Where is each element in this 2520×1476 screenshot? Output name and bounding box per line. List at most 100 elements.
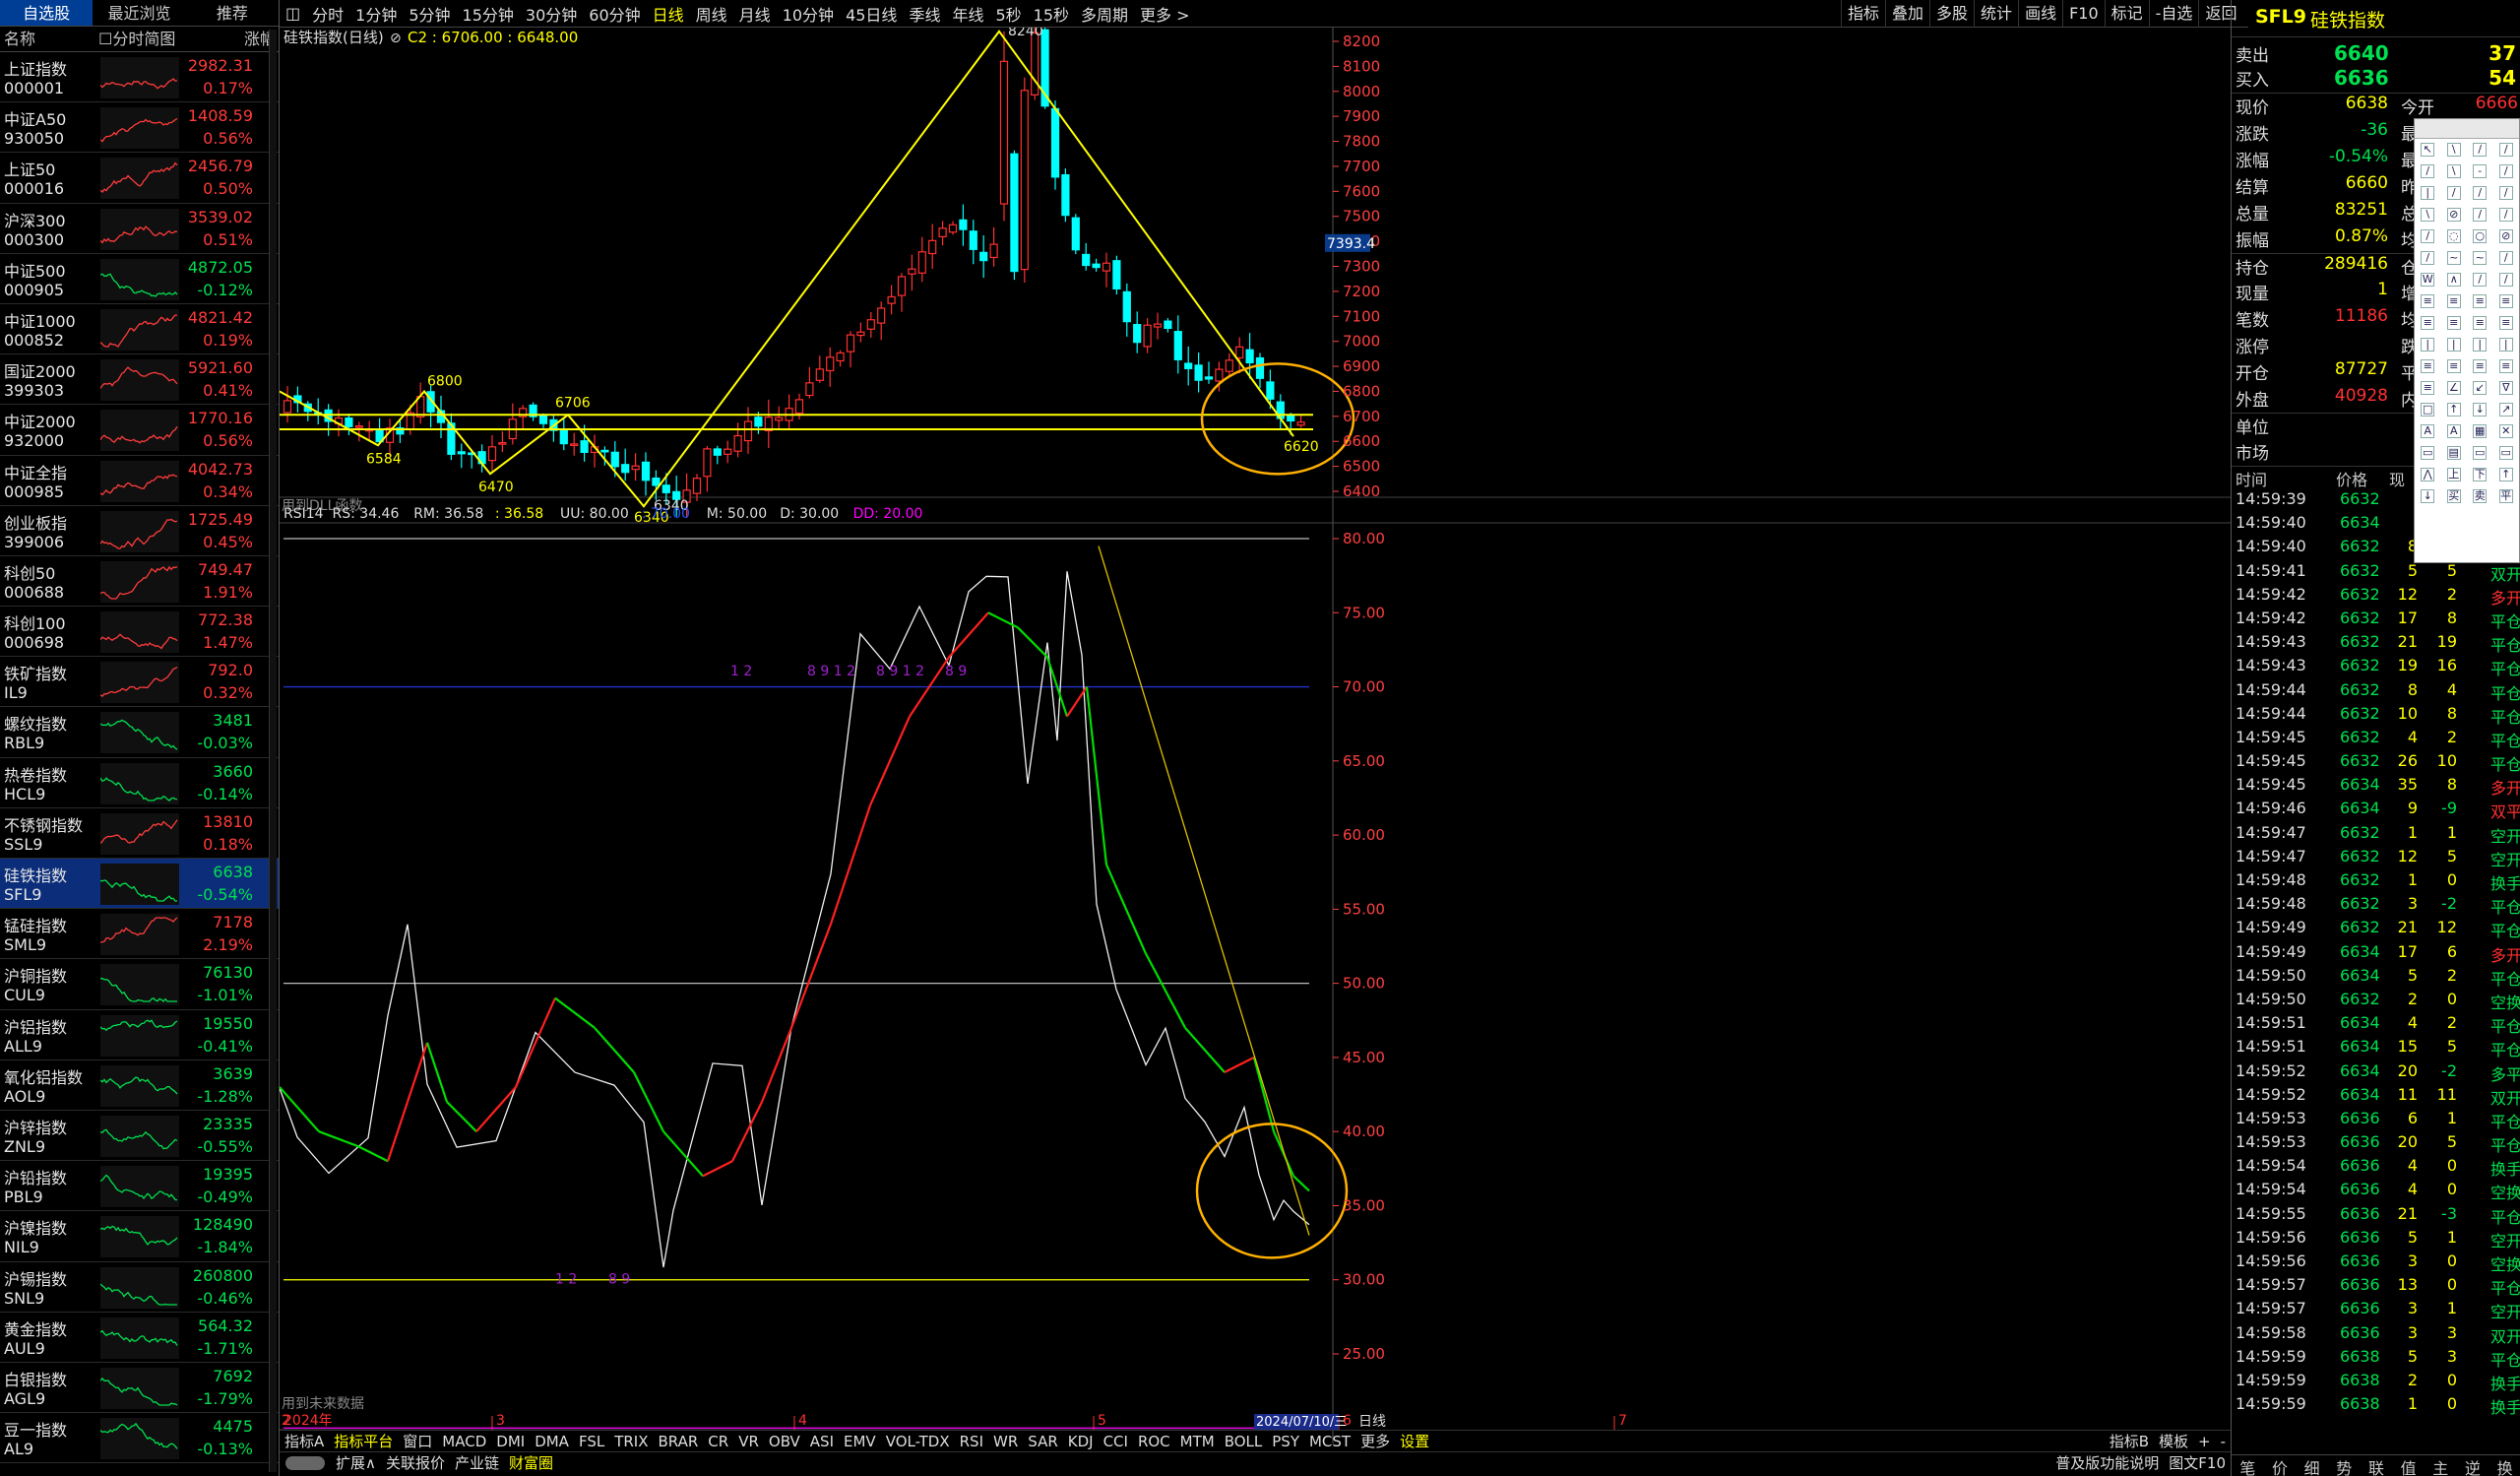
indicator-tab-24[interactable]: MCST	[1308, 1432, 1352, 1450]
watchlist-row[interactable]: 豆一指数 AL9 4475 -0.13%	[0, 1413, 279, 1464]
indicator-tab-22[interactable]: BOLL	[1224, 1432, 1263, 1450]
draw-tool-icon[interactable]: ⋀	[2421, 468, 2435, 481]
layout-icon[interactable]: ◫	[285, 4, 301, 23]
draw-tool-icon[interactable]: ≡	[2473, 294, 2488, 308]
checkbox-icon[interactable]: ☐	[98, 30, 113, 48]
draw-tool-icon[interactable]: /	[2421, 251, 2435, 265]
watchlist-row[interactable]: 螺纹指数 RBL9 3481 -0.03%	[0, 707, 279, 758]
tool-5[interactable]: F10	[2062, 0, 2105, 28]
draw-tool-icon[interactable]: /	[2421, 229, 2435, 243]
draw-tool-icon[interactable]: ≡	[2446, 316, 2461, 330]
toggle-switch[interactable]	[285, 1455, 325, 1470]
period-4[interactable]: 30分钟	[525, 5, 578, 25]
watchlist-row[interactable]: 中证500 000905 4872.05 -0.12%	[0, 254, 279, 304]
sell-price[interactable]: 6640	[2334, 41, 2389, 65]
period-14[interactable]: 15秒	[1033, 5, 1070, 25]
tab-favorites[interactable]: 自选股	[0, 0, 94, 26]
indicator-tab-26[interactable]: 设置	[1400, 1433, 1430, 1450]
indicator-tab-21[interactable]: MTM	[1179, 1432, 1215, 1450]
draw-tool-icon[interactable]: ✕	[2498, 424, 2513, 438]
quote-tab-4[interactable]: 联	[2367, 1459, 2384, 1476]
watchlist-scrollbar[interactable]	[269, 30, 277, 1472]
period-11[interactable]: 季线	[909, 5, 941, 25]
indicator-tab-19[interactable]: CCI	[1102, 1432, 1128, 1450]
indicator-tab-14[interactable]: VOL-TDX	[885, 1432, 950, 1450]
draw-tool-icon[interactable]: A	[2421, 424, 2435, 438]
bottom-right2-1[interactable]: 图文F10	[2169, 1454, 2226, 1472]
watchlist-row[interactable]: 铁矿指数 IL9 792.0 0.32%	[0, 657, 279, 708]
quote-tab-8[interactable]: 换	[2496, 1459, 2513, 1476]
period-9[interactable]: 10分钟	[782, 5, 835, 25]
draw-tool-icon[interactable]: ~	[2446, 251, 2461, 265]
draw-tool-icon[interactable]: 平	[2498, 489, 2513, 503]
indicator-tab-6[interactable]: FSL	[578, 1432, 605, 1450]
draw-tool-icon[interactable]: ∧	[2446, 273, 2461, 287]
draw-tool-icon[interactable]: ↑	[2498, 468, 2513, 481]
watchlist-row[interactable]: 中证1000 000852 4821.42 0.19%	[0, 304, 279, 355]
indicator-tab-1[interactable]: 指标平台	[334, 1433, 394, 1450]
draw-tool-icon[interactable]: ≡	[2498, 359, 2513, 373]
draw-tool-icon[interactable]: ≡	[2498, 316, 2513, 330]
quote-tab-3[interactable]: 势	[2336, 1459, 2353, 1476]
tab-recommend[interactable]: 推荐	[216, 4, 248, 23]
watchlist-row[interactable]: 沪铜指数 CUL9 76130 -1.01%	[0, 959, 279, 1010]
indicator-tab-7[interactable]: TRIX	[614, 1432, 649, 1450]
period-2[interactable]: 5分钟	[409, 5, 451, 25]
draw-tool-icon[interactable]: /	[2498, 164, 2513, 178]
period-15[interactable]: 多周期	[1081, 5, 1129, 25]
draw-tool-icon[interactable]: /	[2473, 208, 2488, 222]
quote-tab-5[interactable]: 值	[2400, 1459, 2417, 1476]
col-name[interactable]: 名称	[4, 30, 36, 48]
draw-tool-icon[interactable]: ≡	[2421, 316, 2435, 330]
draw-tool-icon[interactable]: ≡	[2473, 316, 2488, 330]
quote-tab-0[interactable]: 笔	[2239, 1459, 2256, 1476]
draw-tool-icon[interactable]: ↗	[2498, 403, 2513, 417]
period-8[interactable]: 月线	[738, 5, 771, 25]
indicator-tab-16[interactable]: WR	[993, 1432, 1019, 1450]
watchlist-row[interactable]: 中证2000 932000 1770.16 0.56%	[0, 405, 279, 456]
indicator-tab-12[interactable]: ASI	[809, 1432, 835, 1450]
draw-tool-icon[interactable]: ≡	[2446, 294, 2461, 308]
draw-tool-icon[interactable]: 上	[2446, 468, 2461, 481]
watchlist-row[interactable]: 上证指数 000001 2982.31 0.17%	[0, 52, 279, 103]
draw-tool-icon[interactable]: /	[2473, 186, 2488, 200]
draw-tool-icon[interactable]: ↓	[2421, 489, 2435, 503]
draw-tool-icon[interactable]: W	[2421, 273, 2435, 287]
watchlist-row[interactable]: 沪铅指数 PBL9 19395 -0.49%	[0, 1161, 279, 1212]
watchlist-row[interactable]: 国证2000 399303 5921.60 0.41%	[0, 354, 279, 406]
draw-tool-icon[interactable]: ≡	[2498, 294, 2513, 308]
watchlist-row[interactable]: 硅铁指数 SFL9 6638 -0.54%	[0, 859, 279, 910]
tool-2[interactable]: 多股	[1929, 0, 1974, 28]
watchlist-row[interactable]: 创业板指 399006 1725.49 0.45%	[0, 506, 279, 556]
draw-tool-icon[interactable]: 买	[2446, 489, 2461, 503]
kline-chart[interactable]: 硅铁指数(日线) ⊘ C2 : 6706.00 : 6648.00 8200 8100 8…	[280, 28, 2231, 1444]
draw-tool-icon[interactable]: /	[2498, 186, 2513, 200]
draw-tool-icon[interactable]: ≡	[2473, 359, 2488, 373]
watchlist-row[interactable]: 中证全指 000985 4042.73 0.34%	[0, 456, 279, 506]
draw-tool-icon[interactable]: ⊘	[2446, 208, 2461, 222]
draw-tool-icon[interactable]: \	[2446, 143, 2461, 157]
period-12[interactable]: 年线	[952, 5, 984, 25]
col-time[interactable]: ☐分时简图	[98, 30, 176, 48]
bottom-tab-1[interactable]: 关联报价	[385, 1454, 445, 1472]
watchlist-row[interactable]: 科创50 000688 749.47 1.91%	[0, 556, 279, 608]
watchlist-row[interactable]: 热卷指数 HCL9 3660 -0.14%	[0, 758, 279, 808]
draw-tool-icon[interactable]: |	[2498, 338, 2513, 352]
period-1[interactable]: 1分钟	[355, 5, 398, 25]
tab-recent[interactable]: 最近浏览	[107, 4, 171, 23]
period-10[interactable]: 45日线	[846, 5, 898, 25]
period-13[interactable]: 5秒	[995, 5, 1022, 25]
indicator-tab-8[interactable]: BRAR	[658, 1432, 699, 1450]
bottom-right2-0[interactable]: 普及版功能说明	[2055, 1454, 2160, 1472]
watchlist-row[interactable]: 沪锡指数 SNL9 260800 -0.46%	[0, 1262, 279, 1313]
draw-tool-icon[interactable]: /	[2446, 186, 2461, 200]
draw-tool-icon[interactable]: ≡	[2421, 381, 2435, 395]
quote-tab-1[interactable]: 价	[2271, 1459, 2288, 1476]
draw-tool-icon[interactable]: |	[2421, 186, 2435, 200]
watchlist-row[interactable]: 上证50 000016 2456.79 0.50%	[0, 153, 279, 204]
draw-tool-icon[interactable]: /	[2473, 143, 2488, 157]
draw-tool-icon[interactable]: /	[2498, 208, 2513, 222]
bottom-tab-2[interactable]: 产业链	[455, 1454, 500, 1472]
draw-tool-icon[interactable]: ≡	[2421, 359, 2435, 373]
draw-tool-icon[interactable]: /	[2421, 164, 2435, 178]
